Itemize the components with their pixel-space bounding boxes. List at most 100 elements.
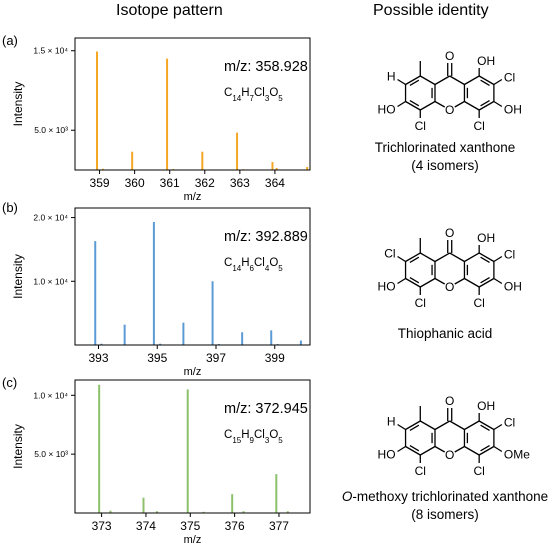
ring-bond-left [419, 277, 436, 288]
x-axis-label: m/z [184, 366, 202, 378]
ring-bond-left [405, 100, 421, 111]
chlorine-label: Cl [415, 464, 426, 478]
y-axis-label: Intensity [11, 82, 25, 127]
compound-caption-b: Thiophanic acid [330, 325, 550, 343]
x-tick-label: 377 [269, 519, 289, 533]
formula-subscript: 9 [250, 436, 255, 445]
formula-element: O [269, 257, 278, 269]
ring-bond-center [434, 277, 446, 285]
x-tick-label: 393 [88, 351, 108, 365]
left-upper-substituent-label: H [387, 415, 396, 429]
xanthone-structure-1: O O Cl HO Cl OH Cl OH Cl [378, 226, 522, 310]
ring-bond-right [478, 100, 495, 111]
right-lower-substituent-label: OH [504, 280, 522, 294]
carbonyl-oxygen-label: O [445, 226, 454, 240]
x-tick-label: 395 [147, 351, 167, 365]
mz-label: m/z: 358.928 [224, 59, 308, 75]
y-tick-label: 1.5 × 10⁴ [33, 46, 68, 56]
compound-isomers-c: (8 isomers) [411, 507, 479, 522]
panel-label-b: (b) [2, 200, 18, 215]
ring-bond-left [405, 75, 421, 86]
double-bond-inner [480, 277, 490, 284]
carbonyl-oxygen-label: O [445, 49, 454, 63]
substituent-bond [397, 445, 406, 453]
hydroxyl-label: HO [378, 103, 396, 117]
formula-subscript: 3 [265, 436, 270, 445]
substituent-bond [397, 78, 406, 86]
x-tick-label: 375 [180, 519, 200, 533]
ring-bond-left [405, 445, 421, 456]
x-tick-label: 374 [136, 519, 156, 533]
x-axis-label: m/z [184, 191, 202, 203]
hydroxyl-label: OH [477, 231, 495, 245]
ring-bond-right [478, 252, 495, 263]
chlorine-label: Cl [504, 416, 515, 430]
chlorine-label: Cl [504, 71, 515, 85]
double-bond-inner [409, 256, 420, 263]
compound-name-b: Thiophanic acid [397, 326, 493, 341]
hydroxyl-label: HO [378, 280, 396, 294]
substituent-bond [397, 255, 406, 263]
ring-bond-left [419, 445, 436, 456]
ring-bond-right [478, 277, 495, 288]
formula-subscript: 7 [250, 94, 255, 103]
chlorine-label: Cl [473, 119, 484, 133]
right-lower-substituent-label: OMe [504, 448, 530, 462]
formula-element: H [241, 87, 249, 99]
ring-bond-left [405, 252, 421, 263]
formula-element: O [269, 87, 278, 99]
compound-name-a: Trichlorinated xanthone [374, 140, 516, 155]
ring-oxygen-label: O [445, 280, 454, 294]
ring-bond-left [419, 420, 436, 431]
formula-subscript: 5 [278, 264, 283, 273]
double-bond-inner [409, 277, 420, 284]
plot-frame [74, 207, 311, 346]
double-bond-inner [480, 445, 490, 452]
x-tick-label: 361 [160, 176, 180, 190]
formula-element: Cl [254, 429, 265, 441]
compound-name-c-rest: -methoxy trichlorinated xanthone [352, 489, 549, 504]
chlorine-label: Cl [415, 296, 426, 310]
ring-bond-right [478, 75, 495, 86]
x-tick-label: 376 [225, 519, 245, 533]
ring-oxygen-label: O [445, 448, 454, 462]
x-axis-label: m/z [184, 534, 202, 545]
hydroxyl-label: HO [378, 448, 396, 462]
formula-element: H [241, 429, 249, 441]
plot-frame [74, 37, 311, 171]
carbonyl-oxygen-label: O [445, 394, 454, 408]
left-upper-substituent-label: H [387, 70, 396, 84]
ring-bond-left [405, 277, 421, 288]
ring-bond-center [454, 277, 465, 285]
double-bond-inner [409, 424, 420, 431]
formula-subscript: 5 [278, 94, 283, 103]
ring-bond-right [464, 420, 480, 431]
ring-bond-right [478, 445, 495, 456]
compound-caption-c: O-methoxy trichlorinated xanthone (8 iso… [316, 488, 550, 524]
compound-name-c: O-methoxy trichlorinated xanthone [342, 489, 548, 504]
formula-element: C [224, 429, 232, 441]
chlorine-label: Cl [504, 248, 515, 262]
chart-panel-0: 359 360 361 362 363 364 1.5 × 10⁴ 5.0 × 10³ m/z I… [11, 37, 311, 203]
substituent-bond [397, 423, 406, 431]
hydroxyl-label: OH [477, 54, 495, 68]
formula-element: C [224, 87, 232, 99]
mz-label: m/z: 392.889 [224, 229, 308, 245]
x-tick-label: 359 [90, 176, 110, 190]
chlorine-label: Cl [473, 296, 484, 310]
ring-bond-left [419, 75, 436, 86]
molecular-formula: C14H6Cl4O5 [224, 257, 283, 273]
formula-subscript: 14 [232, 264, 241, 273]
ring-bond-center [434, 420, 451, 431]
substituent-bond [493, 445, 503, 453]
x-tick-label: 373 [92, 519, 112, 533]
formula-element: Cl [254, 257, 265, 269]
ring-oxygen-label: O [445, 103, 454, 117]
plot-frame [74, 379, 311, 514]
ring-bond-left [405, 420, 421, 431]
double-bond-inner [409, 445, 420, 452]
ring-bond-left [419, 252, 436, 263]
left-upper-substituent-label: Cl [384, 247, 395, 261]
possible-identity-header: Possible identity [373, 2, 489, 19]
